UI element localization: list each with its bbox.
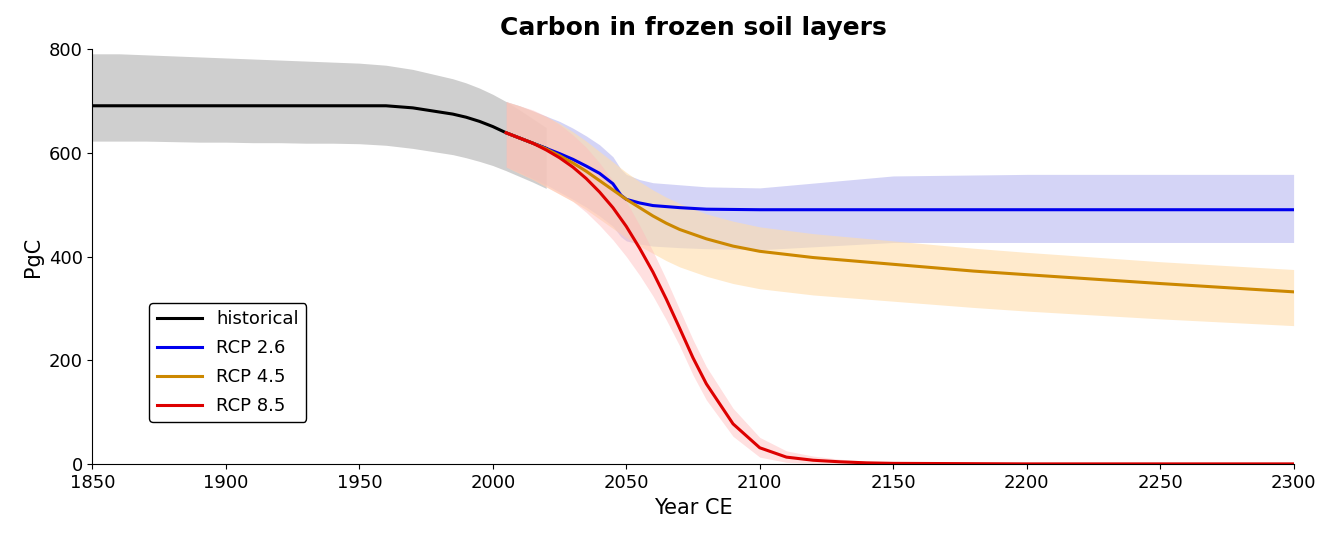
X-axis label: Year CE: Year CE [653, 498, 733, 518]
Y-axis label: PgC: PgC [24, 237, 44, 276]
Legend: historical, RCP 2.6, RCP 4.5, RCP 8.5: historical, RCP 2.6, RCP 4.5, RCP 8.5 [149, 303, 306, 422]
Title: Carbon in frozen soil layers: Carbon in frozen soil layers [500, 16, 886, 40]
